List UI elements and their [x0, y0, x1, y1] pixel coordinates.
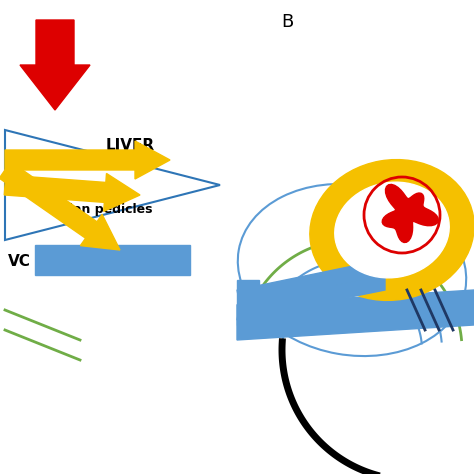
Polygon shape [237, 290, 474, 340]
FancyArrow shape [20, 20, 90, 110]
Text: VC: VC [8, 255, 31, 270]
Text: nian pedicles: nian pedicles [60, 203, 153, 217]
Bar [35, 245, 190, 275]
Polygon shape [237, 275, 385, 320]
Text: LIVER: LIVER [105, 137, 155, 153]
Polygon shape [382, 184, 438, 243]
Polygon shape [237, 260, 385, 305]
Ellipse shape [335, 182, 449, 278]
Bar [237, 280, 259, 325]
Ellipse shape [310, 160, 474, 301]
FancyArrow shape [4, 173, 140, 211]
FancyArrow shape [0, 162, 120, 250]
Text: B: B [281, 13, 293, 31]
FancyArrow shape [5, 141, 170, 179]
